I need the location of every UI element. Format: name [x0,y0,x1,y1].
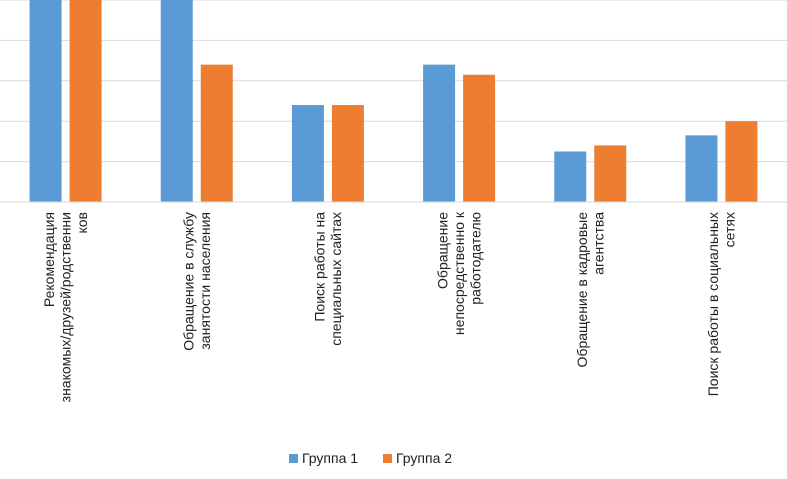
category-label-1-line-2: знакомых/друзей/родственни [58,212,74,402]
category-label-4-line-2: непосредственно к [451,211,467,335]
bars [29,0,758,202]
category-label-5-line-2: агентства [591,212,607,275]
gridlines [0,0,787,163]
bar-series1-cat6 [685,135,718,202]
bar-series1-cat1 [29,0,62,202]
bar-series2-cat1 [69,0,102,202]
category-label-2-line-2: занятости населения [197,212,213,350]
category-label-1-line-3: ков [74,212,90,234]
legend-label-1: Группа 1 [302,450,358,466]
bar-series2-cat4 [463,74,496,202]
category-label-5-line-1: Обращение в кадровые [574,212,590,368]
category-label-2-line-1: Обращение в службу [181,212,197,351]
legend-label-2: Группа 2 [396,450,452,466]
legend: Группа 1 Группа 2 [289,450,452,466]
category-label-3-line-2: специальных сайтах [328,212,344,346]
bar-series1-cat5 [554,151,587,202]
category-label-3-line-1: Поиск работы на [312,212,328,322]
category-label-4-line-1: Обращение [435,212,451,289]
bar-series1-cat4 [423,64,456,202]
category-label-4-line-3: работодателю [468,212,484,305]
bar-series2-cat3 [331,105,364,202]
legend-swatch-1 [289,454,298,463]
bar-series2-cat2 [200,64,233,202]
category-label-6-line-1: Поиск работы в социальных [705,212,721,396]
bar-series2-cat6 [725,121,758,202]
category-label-1-line-1: Рекомендация [41,212,57,307]
bar-series2-cat5 [594,145,627,202]
bar-series1-cat2 [160,0,193,202]
category-labels: Рекомендация знакомых/друзей/родственни ко… [41,211,738,402]
legend-swatch-2 [383,454,392,463]
category-label-6-line-2: сетях [722,212,738,247]
bar-series1-cat3 [291,105,324,202]
